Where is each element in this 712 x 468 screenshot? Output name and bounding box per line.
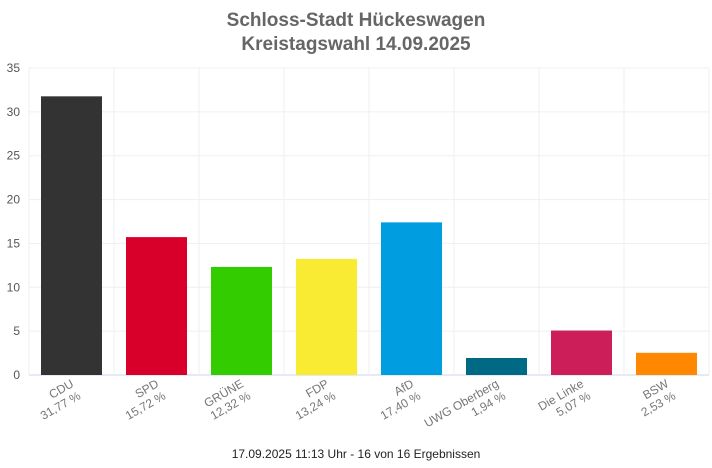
y-tick-label: 15 <box>7 236 21 250</box>
y-tick-label: 30 <box>7 105 21 119</box>
chart-title: Schloss-Stadt Hückeswagen <box>226 10 486 31</box>
y-tick-label: 0 <box>13 368 20 382</box>
bar-gr-ne[interactable] <box>211 266 272 375</box>
bar-cdu[interactable] <box>41 96 102 375</box>
bar-die-linke[interactable] <box>551 330 612 375</box>
x-tick-label: AfD17,40 % <box>371 376 423 422</box>
x-tick-label: CDU31,77 % <box>31 376 83 422</box>
bar-afd[interactable] <box>381 222 442 375</box>
x-tick-label: BSW2,53 % <box>632 376 679 419</box>
y-tick-label: 20 <box>7 193 21 207</box>
x-tick-label: SPD15,72 % <box>116 376 168 422</box>
y-tick-label: 10 <box>7 280 21 294</box>
x-tick-label: UWG Oberberg1,94 % <box>422 376 508 442</box>
x-tick-label: Die Linke5,07 % <box>536 376 594 425</box>
y-tick-label: 35 <box>7 61 21 75</box>
bar-fdp[interactable] <box>296 258 357 375</box>
footer-status: 17.09.2025 11:13 Uhr - 16 von 16 Ergebni… <box>231 447 481 461</box>
y-tick-label: 25 <box>7 149 21 163</box>
x-tick-label: FDP13,24 % <box>286 376 338 422</box>
bar-spd[interactable] <box>126 237 187 375</box>
chart-subtitle: Kreistagswahl 14.09.2025 <box>241 34 471 55</box>
bar-uwg-oberberg[interactable] <box>466 357 527 375</box>
x-tick-label: GRÜNE12,32 % <box>201 376 253 422</box>
y-tick-label: 5 <box>13 324 20 338</box>
bar-bsw[interactable] <box>636 352 697 375</box>
